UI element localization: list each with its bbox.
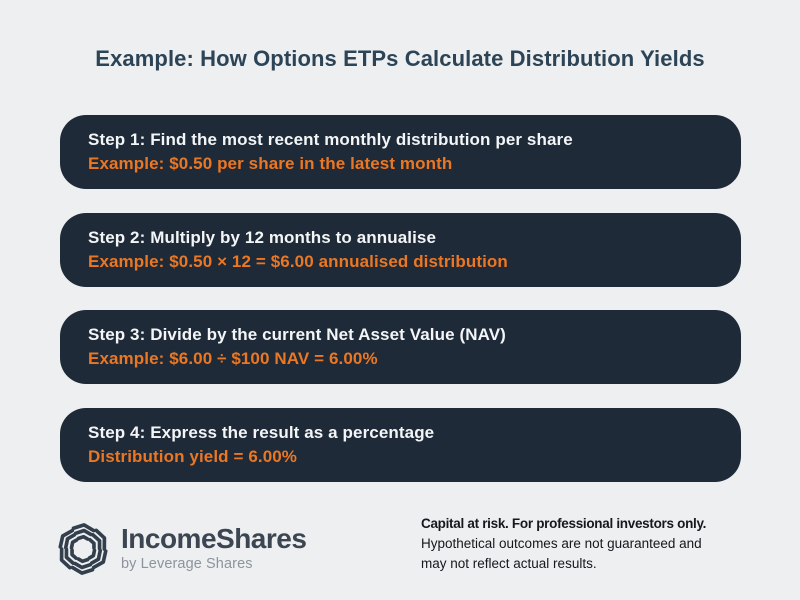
step-1-heading: Step 1: Find the most recent monthly dis…: [88, 130, 573, 149]
step-1-example: Example: $0.50 per share in the latest m…: [88, 154, 453, 173]
step-2-card: Step 2: Multiply by 12 months to annuali…: [60, 213, 741, 287]
step-2-example: Example: $0.50 × 12 = $6.00 annualised d…: [88, 252, 508, 271]
brand-name: IncomeShares: [121, 523, 307, 554]
step-3-example: Example: $6.00 ÷ $100 NAV = 6.00%: [88, 349, 378, 368]
step-3-heading: Step 3: Divide by the current Net Asset …: [88, 325, 506, 344]
step-4-card: Step 4: Express the result as a percenta…: [60, 408, 741, 482]
step-4-heading: Step 4: Express the result as a percenta…: [88, 423, 435, 442]
disclaimer-line-2: Hypothetical outcomes are not guaranteed…: [421, 536, 702, 551]
disclaimer-line-3: may not reflect actual results.: [421, 556, 597, 571]
brand-lockup: IncomeShares by Leverage Shares: [55, 520, 307, 578]
brand-text: IncomeShares by Leverage Shares: [121, 520, 307, 573]
incomeshares-hexagon-weave-logo-icon: [55, 523, 111, 575]
brand-tagline: by Leverage Shares: [121, 556, 253, 572]
step-3-card: Step 3: Divide by the current Net Asset …: [60, 310, 741, 384]
page-title: Example: How Options ETPs Calculate Dist…: [95, 46, 705, 71]
disclaimer: Capital at risk. For professional invest…: [421, 514, 786, 574]
step-2-heading: Step 2: Multiply by 12 months to annuali…: [88, 228, 437, 247]
step-4-example: Distribution yield = 6.00%: [88, 447, 298, 466]
disclaimer-bold-line: Capital at risk. For professional invest…: [421, 516, 707, 531]
step-1-card: Step 1: Find the most recent monthly dis…: [60, 115, 741, 189]
